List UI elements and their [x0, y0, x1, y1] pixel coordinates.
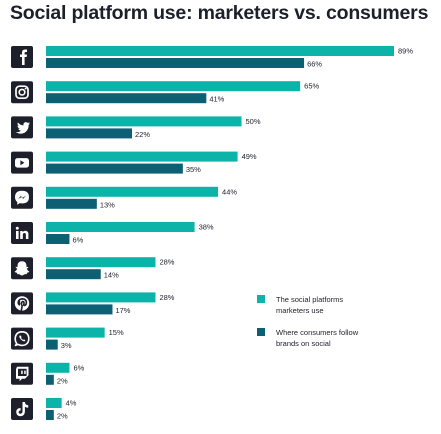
whatsapp-icon-bg	[11, 327, 33, 350]
pinterest-p	[17, 297, 28, 312]
label-marketers-twitter: 50%	[246, 117, 261, 126]
legend-label-line: The social platforms	[276, 295, 343, 304]
label-marketers-twitch: 6%	[73, 363, 84, 372]
twitch-eye-left	[21, 370, 23, 374]
bar-consumers-pinterest	[46, 304, 113, 315]
bar-consumers-youtube	[46, 163, 183, 174]
snapchat-icon	[11, 257, 33, 280]
bar-marketers-tiktok	[46, 398, 62, 408]
legend-item-consumers: Where consumers follow brands on social	[257, 328, 359, 348]
bar-group-messenger: 44% 13%	[11, 186, 237, 209]
instagram-icon	[11, 81, 33, 104]
chart-title: Social platform use: marketers vs. consu…	[10, 2, 429, 24]
bar-group-pinterest: 28% 17%	[11, 292, 175, 315]
bar-group-snapchat: 28% 14%	[11, 257, 175, 280]
youtube-icon	[11, 151, 33, 174]
instagram-dot	[24, 87, 27, 90]
bar-consumers-twitch	[46, 374, 54, 385]
label-marketers-instagram: 65%	[304, 82, 319, 91]
pinterest-icon	[11, 292, 33, 315]
twitch-icon	[11, 362, 33, 385]
legend-label-line: brands on social	[276, 339, 331, 348]
facebook-icon	[11, 46, 33, 68]
bar-group-tiktok: 4%2%	[11, 398, 77, 421]
label-marketers-linkedin: 38%	[199, 223, 214, 232]
linkedin-i-stem	[16, 231, 19, 239]
tiktok-icon-bg	[11, 398, 33, 420]
bar-marketers-linkedin	[46, 222, 195, 232]
linkedin-n	[20, 230, 29, 239]
twitter-icon	[11, 116, 33, 139]
tiktok-note	[16, 402, 29, 417]
label-consumers-linkedin: 6%	[72, 236, 83, 245]
messenger-icon	[11, 186, 33, 209]
bar-marketers-pinterest	[46, 292, 156, 303]
bar-consumers-twitter	[46, 128, 133, 139]
twitter-bird	[15, 122, 30, 134]
bar-group-twitter: 50% 22%	[11, 116, 261, 139]
messenger-bubble	[15, 190, 29, 205]
twitch-eye-right	[24, 370, 26, 374]
bar-consumers-messenger	[46, 198, 97, 209]
bar-marketers-twitch	[46, 362, 70, 373]
bar-group-instagram: 65% 41%	[11, 81, 319, 104]
whatsapp-phone	[19, 335, 26, 342]
label-marketers-snapchat: 28%	[159, 258, 174, 267]
bar-marketers-whatsapp	[46, 327, 105, 338]
linkedin-i-dot	[15, 226, 19, 230]
label-consumers-snapchat: 14%	[104, 271, 119, 280]
label-consumers-facebook: 66%	[307, 60, 322, 69]
bar-marketers-twitter	[46, 116, 242, 127]
bar-consumers-instagram	[46, 93, 207, 104]
label-marketers-whatsapp: 15%	[109, 328, 124, 337]
label-consumers-messenger: 13%	[100, 200, 115, 209]
bar-group-whatsapp: 15% 3%	[11, 327, 124, 350]
bar-group-facebook: 89% 66%	[11, 46, 413, 69]
legend-swatch-consumers	[257, 328, 265, 336]
label-consumers-instagram: 41%	[209, 95, 224, 104]
legend-label-line: marketers use	[276, 306, 324, 315]
whatsapp-bubble	[14, 331, 30, 347]
label-consumers-pinterest: 17%	[115, 306, 130, 315]
instagram-lens	[18, 88, 26, 96]
instagram-frame	[15, 85, 29, 100]
bar-marketers-youtube	[46, 151, 238, 162]
bar-marketers-instagram	[46, 81, 301, 92]
bar-marketers-facebook	[46, 46, 394, 56]
bar-marketers-snapchat	[46, 257, 156, 268]
legend: The social platforms marketers use Where c…	[257, 295, 359, 348]
youtube-play	[20, 160, 25, 166]
bar-consumers-whatsapp	[46, 339, 58, 350]
label-consumers-twitter: 22%	[135, 130, 150, 139]
label-consumers-youtube: 35%	[186, 165, 201, 174]
bar-group-youtube: 49% 35%	[11, 151, 257, 174]
whatsapp-icon	[11, 327, 33, 350]
label-marketers-messenger: 44%	[222, 187, 237, 196]
bar-marketers-messenger	[46, 186, 219, 197]
bar-consumers-tiktok	[46, 410, 54, 420]
label-marketers-tiktok: 4%	[66, 399, 77, 408]
label-marketers-pinterest: 28%	[159, 293, 174, 302]
bar-consumers-linkedin	[46, 234, 70, 244]
label-consumers-twitch: 2%	[57, 376, 68, 385]
label-consumers-whatsapp: 3%	[61, 341, 72, 350]
instagram-icon-bg	[11, 81, 33, 104]
facebook-glyph	[20, 49, 27, 65]
legend-item-marketers: The social platforms marketers use	[257, 295, 343, 315]
label-consumers-tiktok: 2%	[57, 412, 68, 421]
label-marketers-youtube: 49%	[242, 152, 257, 161]
legend-swatch-marketers	[257, 295, 265, 303]
label-marketers-facebook: 89%	[398, 47, 413, 56]
bar-consumers-facebook	[46, 58, 305, 68]
linkedin-icon	[11, 222, 33, 244]
bar-group-linkedin: 38% 6%	[11, 222, 214, 245]
snapchat-ghost	[14, 261, 30, 276]
legend-label-line: Where consumers follow	[276, 328, 359, 337]
tiktok-icon	[11, 398, 33, 420]
messenger-bolt	[18, 195, 26, 199]
bar-consumers-snapchat	[46, 269, 101, 280]
bar-group-twitch: 6% 2%	[11, 362, 85, 385]
